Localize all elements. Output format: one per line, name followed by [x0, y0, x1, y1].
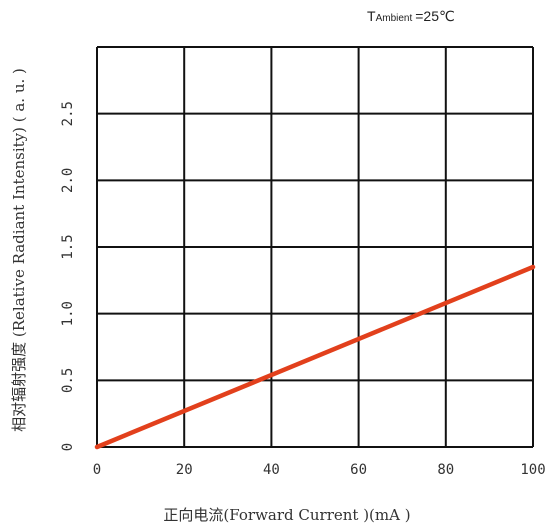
y-tick-labels: 0 0.5 1.0 1.5 2.0 2.5	[60, 101, 76, 451]
y-tick-label: 0	[60, 443, 76, 451]
x-tick-label: 100	[520, 462, 545, 478]
x-tick-label: 40	[263, 462, 280, 478]
y-tick-label: 1.0	[60, 301, 76, 326]
x-tick-label: 80	[437, 462, 454, 478]
x-tick-labels: 0 20 40 60 80 100	[93, 462, 546, 478]
y-tick-label: 2.0	[60, 168, 76, 193]
x-tick-label: 20	[176, 462, 193, 478]
y-tick-label: 2.5	[60, 101, 76, 126]
condition-prefix: T	[367, 8, 376, 24]
y-tick-label: 0.5	[60, 368, 76, 393]
condition-subscript: Ambient	[376, 13, 413, 24]
series-group	[94, 264, 536, 450]
x-tick-label: 60	[350, 462, 367, 478]
y-axis-title: 相对辐射强度 (Relative Radiant Intensity) ( a.…	[10, 68, 28, 432]
condition-value: =25℃	[415, 8, 454, 24]
series-line-0	[94, 264, 536, 450]
x-tick-label: 0	[93, 462, 101, 478]
x-axis-title: 正向电流(Forward Current )(mA )	[163, 506, 410, 524]
ambient-temperature-condition: TAmbient =25℃	[367, 8, 455, 24]
grid	[96, 46, 534, 448]
y-tick-label: 1.5	[60, 234, 76, 259]
